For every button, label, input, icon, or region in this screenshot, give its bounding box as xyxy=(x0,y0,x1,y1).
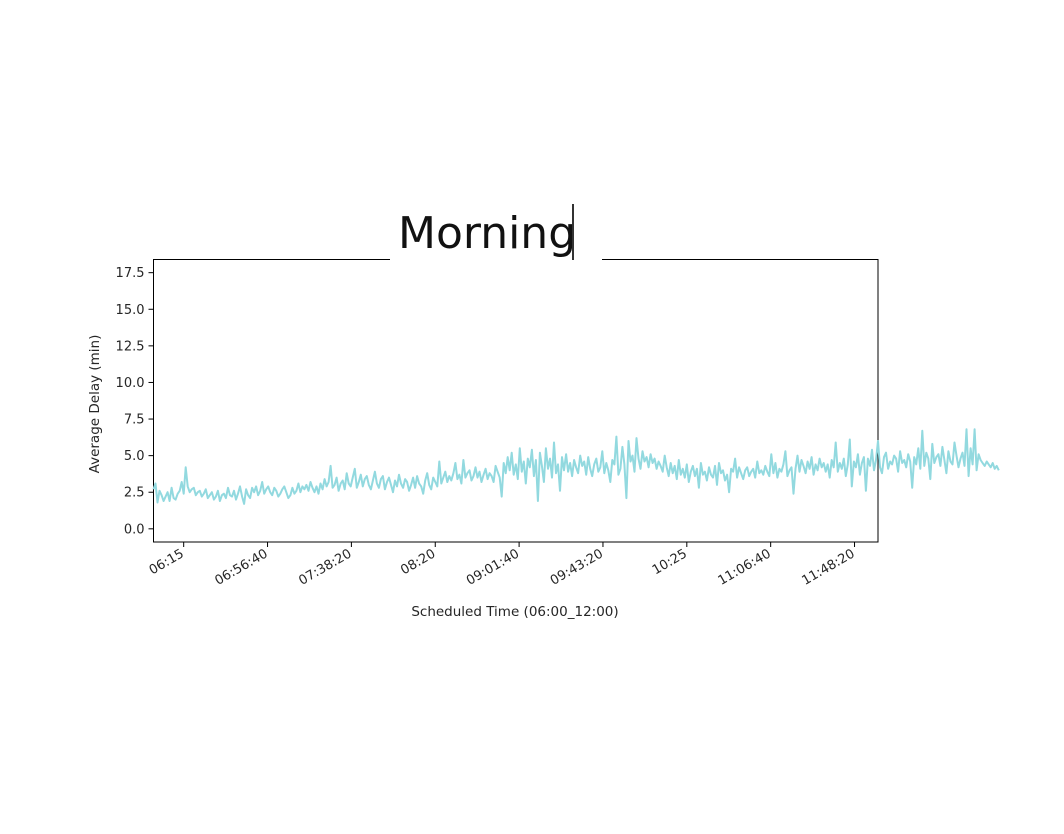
x-tick-label: 07:38:20 xyxy=(296,546,354,588)
x-tick-label: 10:25 xyxy=(650,546,690,578)
chart-title[interactable]: Morning xyxy=(398,208,577,259)
x-tick-label: 06:15 xyxy=(147,546,187,578)
plot-frame xyxy=(153,259,879,543)
title-edit-box[interactable] xyxy=(390,200,602,264)
y-tick-label: 10.0 xyxy=(116,376,145,391)
x-tick-label: 09:43:20 xyxy=(548,546,606,588)
x-axis-label: Scheduled Time (06:00_12:00) xyxy=(411,604,618,620)
x-tick-label: 09:01:40 xyxy=(464,546,522,588)
x-tick-label: 08:20 xyxy=(398,546,438,578)
x-axis: 06:15 06:56:40 07:38:20 08:20 09:01:40 09:43:… xyxy=(147,542,858,589)
y-tick-label: 2.5 xyxy=(124,486,145,501)
x-tick-label: 06:56:40 xyxy=(212,546,270,588)
y-tick-label: 12.5 xyxy=(116,339,145,354)
y-tick-label: 15.0 xyxy=(116,303,145,318)
series-line-average-delay xyxy=(152,428,1000,505)
x-tick-label: 11:06:40 xyxy=(716,546,774,588)
y-tick-label: 5.0 xyxy=(124,449,145,464)
y-tick-label: 0.0 xyxy=(124,522,145,537)
text-cursor xyxy=(572,204,574,260)
y-tick-label: 17.5 xyxy=(116,266,145,281)
x-tick-label: 11:48:20 xyxy=(799,546,857,588)
y-axis-label: Average Delay (min) xyxy=(87,335,103,474)
plot-border xyxy=(153,259,879,543)
y-axis: 0.0 2.5 5.0 7.5 10.0 12.5 15.0 17.5 xyxy=(116,266,154,537)
y-tick-label: 7.5 xyxy=(124,413,145,428)
